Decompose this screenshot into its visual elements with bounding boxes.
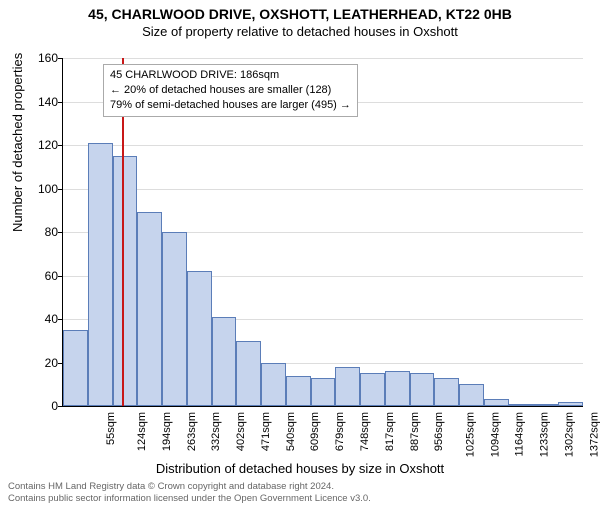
bar <box>434 378 459 406</box>
x-tick: 1164sqm <box>513 412 525 456</box>
gridline <box>63 189 583 190</box>
y-tick: 120 <box>38 138 58 152</box>
bar <box>509 404 534 406</box>
bar <box>63 330 88 406</box>
bar <box>187 271 212 406</box>
bar <box>558 402 583 406</box>
bar <box>533 404 558 406</box>
bar <box>162 232 187 406</box>
annotation-line2: ← 20% of detached houses are smaller (12… <box>110 83 351 98</box>
bar <box>212 317 237 406</box>
annotation-box: 45 CHARLWOOD DRIVE: 186sqm ← 20% of deta… <box>103 64 358 117</box>
x-tick: 332sqm <box>211 412 223 451</box>
x-tick: 1372sqm <box>588 412 600 457</box>
y-tick: 60 <box>38 269 58 283</box>
x-axis-label: Distribution of detached houses by size … <box>0 461 600 476</box>
y-tick: 100 <box>38 182 58 196</box>
x-tick: 609sqm <box>310 412 322 451</box>
x-tick: 887sqm <box>409 412 421 451</box>
bar <box>410 373 435 406</box>
chart-container: 45, CHARLWOOD DRIVE, OXSHOTT, LEATHERHEA… <box>0 6 600 506</box>
bar <box>459 384 484 406</box>
y-tick: 140 <box>38 95 58 109</box>
bar <box>360 373 385 406</box>
x-tick: 471sqm <box>260 412 272 451</box>
y-tick: 40 <box>38 312 58 326</box>
bar <box>335 367 360 406</box>
x-tick: 956sqm <box>433 412 445 451</box>
gridline <box>63 58 583 59</box>
chart-subtitle: Size of property relative to detached ho… <box>0 24 600 39</box>
x-tick: 679sqm <box>334 412 346 451</box>
x-tick: 1302sqm <box>563 412 575 457</box>
bar <box>484 399 509 406</box>
x-tick: 402sqm <box>235 412 247 451</box>
x-tick: 1233sqm <box>539 412 551 457</box>
bar <box>236 341 261 406</box>
annotation-line3: 79% of semi-detached houses are larger (… <box>110 98 351 113</box>
x-tick: 817sqm <box>384 412 396 451</box>
bar <box>261 363 286 407</box>
footer-line2: Contains public sector information licen… <box>8 493 371 504</box>
bar <box>113 156 138 406</box>
y-axis-label: Number of detached properties <box>10 53 25 232</box>
bar <box>385 371 410 406</box>
x-tick: 263sqm <box>186 412 198 451</box>
bar <box>286 376 311 406</box>
x-tick: 1094sqm <box>489 412 501 457</box>
gridline <box>63 145 583 146</box>
bar <box>88 143 113 406</box>
y-tick: 80 <box>38 225 58 239</box>
x-tick: 124sqm <box>136 412 148 451</box>
footer-line1: Contains HM Land Registry data © Crown c… <box>8 481 371 492</box>
footer: Contains HM Land Registry data © Crown c… <box>8 481 371 504</box>
y-tick: 20 <box>38 356 58 370</box>
y-tick: 160 <box>38 51 58 65</box>
bar <box>137 212 162 406</box>
x-tick: 194sqm <box>161 412 173 451</box>
y-tick: 0 <box>38 399 58 413</box>
x-tick: 540sqm <box>285 412 297 451</box>
x-tick: 748sqm <box>359 412 371 451</box>
x-tick: 1025sqm <box>464 412 476 457</box>
x-tick: 55sqm <box>105 412 117 445</box>
annotation-line1: 45 CHARLWOOD DRIVE: 186sqm <box>110 68 351 83</box>
chart-title: 45, CHARLWOOD DRIVE, OXSHOTT, LEATHERHEA… <box>0 6 600 22</box>
bar <box>311 378 336 406</box>
